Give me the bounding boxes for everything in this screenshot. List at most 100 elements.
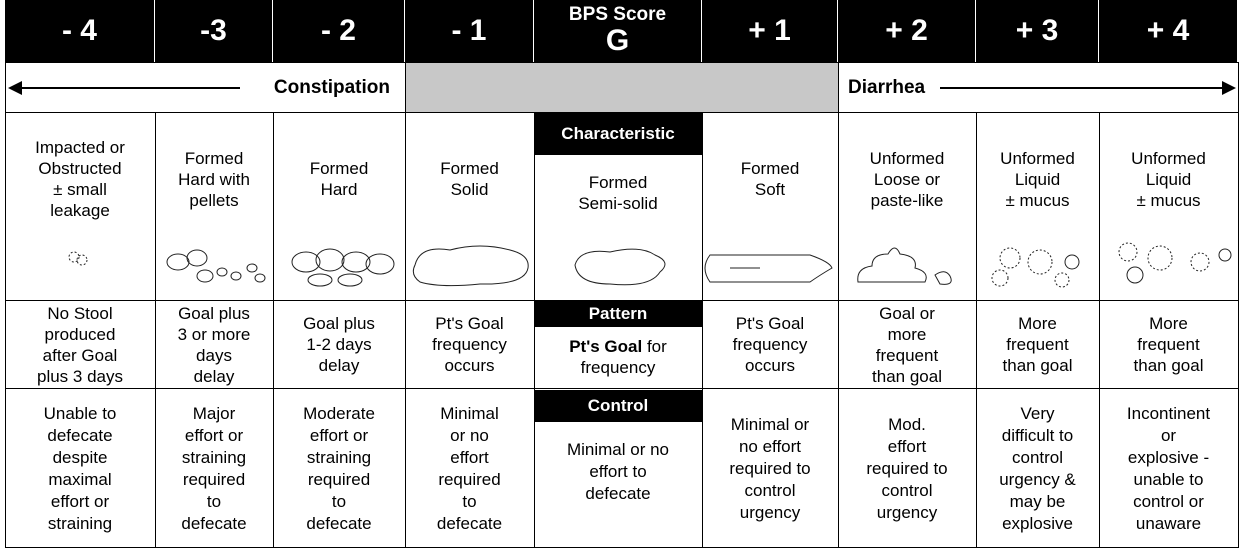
col-rule [405, 62, 406, 112]
cell-line: Incontinent [1126, 403, 1211, 423]
score-value: + 4 [1146, 14, 1190, 47]
col-rule [534, 112, 535, 548]
cell-line: pellets [189, 190, 239, 210]
row-rule [5, 300, 1238, 301]
header-cell: + 3 [976, 0, 1099, 62]
cell-line: to [206, 491, 222, 511]
col-rule [838, 112, 839, 548]
constipation-label: Constipation [273, 77, 390, 98]
cell-line: unable to [1133, 469, 1204, 489]
col-rule [976, 112, 977, 548]
header-cell: - 2 [273, 0, 405, 62]
pattern-cell: Pt's Goal frequency occurs [405, 301, 534, 388]
cell-line: urgency [739, 502, 801, 522]
header-cell: - 1 [405, 0, 534, 62]
cell-line: Goal plus [178, 303, 250, 323]
score-value: + 1 [748, 14, 791, 47]
cell-line: Minimal or no [566, 440, 670, 459]
cell-line: unaware [1135, 513, 1202, 533]
cell-line: effort [887, 436, 927, 456]
cell-line: Hard [320, 180, 358, 199]
cell-line: straining [181, 447, 247, 467]
cell-line: defecate [181, 513, 247, 533]
pattern-cell: Pt's Goal frequency occurs [702, 301, 838, 388]
pattern-cell: Goal or more frequent than goal [838, 301, 976, 388]
cell-line: frequency [732, 335, 808, 354]
score-value: - 4 [61, 14, 97, 47]
cell-line: Liquid [1145, 169, 1192, 189]
cell-line: no effort [738, 436, 802, 456]
cell-line: delay [193, 366, 235, 386]
header-cell: + 4 [1099, 0, 1238, 62]
score-value: + 2 [885, 14, 928, 47]
cell-line: control or [1133, 491, 1204, 511]
header-cell: + 2 [838, 0, 976, 62]
characteristic-cell: Formed Semi-solid [534, 158, 702, 228]
characteristic-cell: Formed Hard [273, 118, 405, 240]
cell-line: Unformed [1131, 148, 1206, 168]
cell-line: Pt's Goal [435, 314, 504, 333]
header-cell: + 1 [702, 0, 838, 62]
cell-line: more [887, 324, 927, 344]
cell-line: explosive - [1127, 447, 1210, 467]
control-cell: Mod. effort required to control urgency [838, 389, 976, 548]
cell-line: Goal plus [303, 314, 375, 333]
cell-line: Formed [309, 159, 369, 178]
score-value: + 3 [1015, 14, 1059, 47]
cell-line: Formed [588, 173, 648, 192]
characteristic-cell: Impacted or Obstructed ± small leakage [5, 118, 155, 240]
cell-line: defecate [585, 484, 651, 503]
cell-line: defecate [47, 425, 113, 445]
cell-line: frequent [1137, 335, 1200, 354]
control-cell: Minimal or no effort required to control urg… [702, 389, 838, 548]
cell-line: frequent [1006, 335, 1069, 354]
cell-line: Formed [184, 148, 244, 168]
score-value: - 1 [451, 14, 487, 47]
cell-line: than goal [1002, 356, 1073, 375]
cell-line: Unformed [1000, 148, 1075, 168]
cell-line: straining [306, 447, 372, 467]
section-label: Pattern [534, 301, 702, 327]
cell-line: Major [192, 403, 236, 423]
cell-line: effort or [50, 491, 110, 511]
characteristic-cell: Formed Hard with pellets [155, 118, 273, 240]
cell-line: 1-2 days [306, 335, 372, 354]
cell-line: leakage [50, 201, 110, 220]
characteristic-cell: Formed Soft [702, 118, 838, 240]
cell-line: Pt's Goal for [569, 336, 667, 357]
cell-line: control [881, 480, 933, 500]
cell-line: delay [318, 356, 360, 375]
arrows [8, 81, 1236, 95]
stool-icons [68, 242, 1232, 288]
cell-line: Pt's Goal [735, 314, 805, 333]
cell-line: than goal [1133, 356, 1204, 375]
control-cell: Incontinent or explosive - unable to control… [1099, 389, 1238, 548]
cell-line: difficult to [1001, 425, 1074, 445]
cell-line: Unformed [869, 148, 945, 168]
control-cell: Minimal or no effort to defecate [534, 424, 702, 520]
section-label: Characteristic [534, 113, 702, 155]
cell-line: ± mucus [1005, 190, 1070, 210]
cell-line: More [1149, 314, 1188, 333]
cell-line: Semi-solid [578, 194, 658, 213]
score-value: G [605, 24, 630, 57]
col-rule [155, 112, 156, 548]
characteristic-cell: Unformed Loose or paste-like [838, 118, 976, 240]
cell-line: required to [729, 458, 811, 478]
cell-line: urgency & [999, 469, 1076, 489]
col-rule [1238, 62, 1239, 548]
cell-line: Minimal or [730, 414, 810, 434]
characteristic-cell: Unformed Liquid ± mucus [1099, 118, 1238, 240]
cell-line: Loose or [873, 169, 941, 189]
cell-line: to [462, 491, 477, 511]
col-rule [702, 112, 703, 548]
cell-line: Very [1020, 403, 1055, 423]
pattern-cell: Pt's Goal for frequency [534, 330, 702, 384]
control-cell: Moderate effort or straining required to defe… [273, 389, 405, 548]
cell-line: Soft [754, 180, 786, 199]
col-rule [5, 62, 6, 548]
cell-line: paste-like [870, 190, 944, 210]
cell-line: or no [450, 425, 489, 445]
